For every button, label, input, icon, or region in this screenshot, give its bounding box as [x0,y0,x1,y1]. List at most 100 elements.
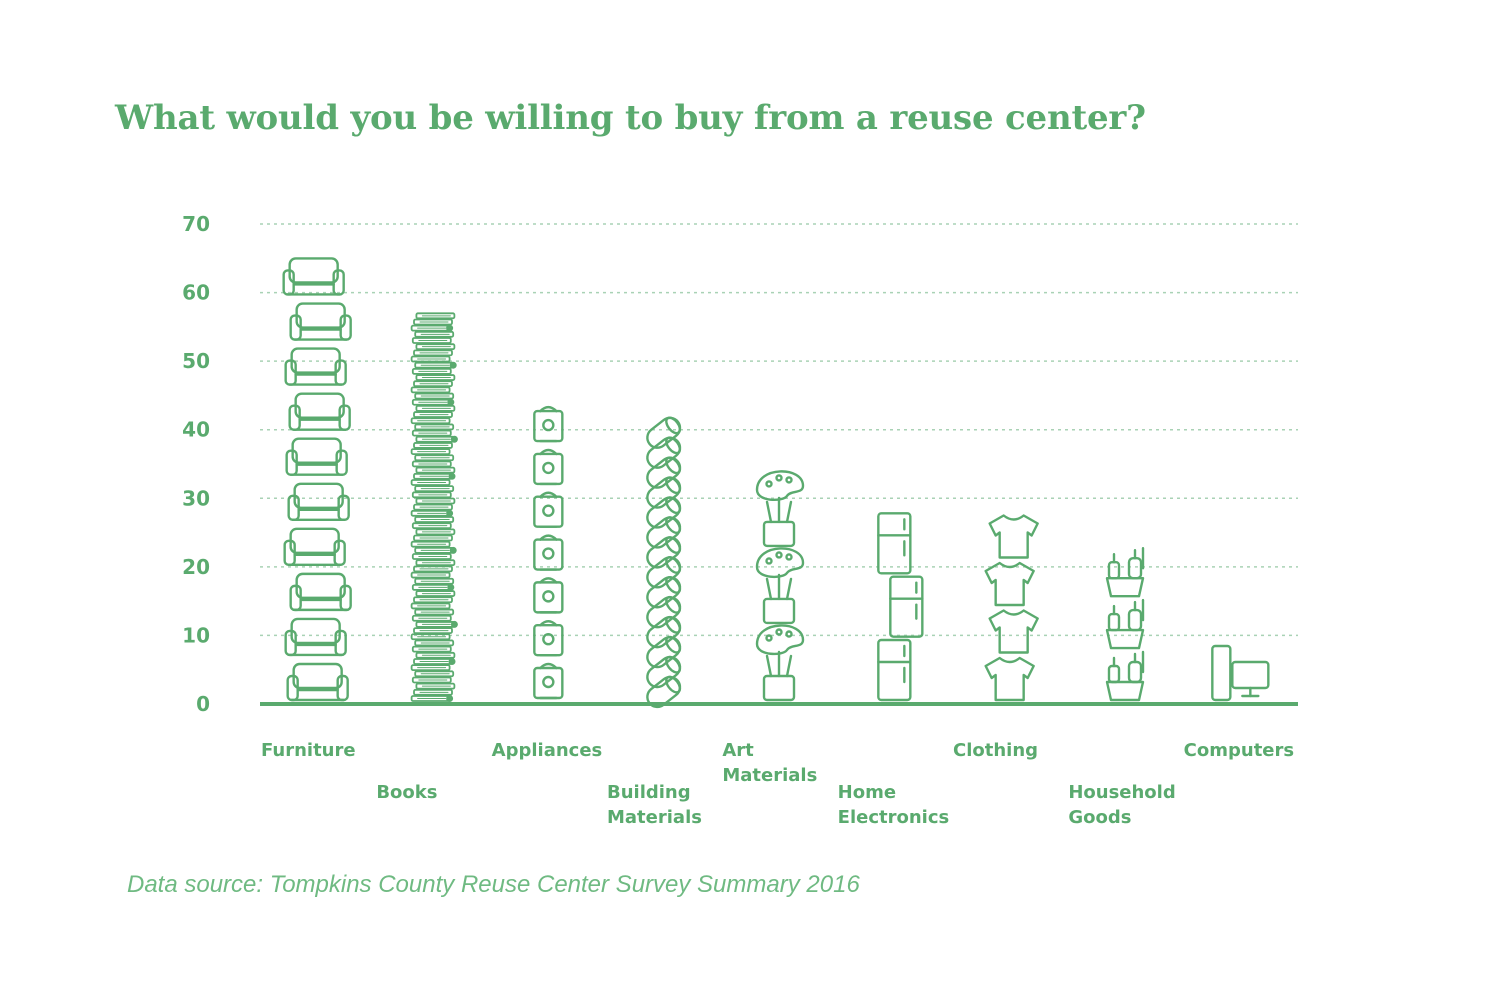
pipe-icon [646,595,682,629]
book-icon [411,429,452,437]
book-icon [415,620,458,628]
book-icon [410,664,451,672]
pipe-icon [646,575,682,609]
book-icon [410,448,451,456]
bar-clothing [984,514,1039,702]
category-label-line: Furniture [261,740,356,761]
book-icon [410,540,451,548]
data-source-note: Data source: Tompkins County Reuse Cente… [127,871,860,898]
book-icon [410,695,454,702]
pipe-icon [646,516,682,549]
sofa-icon [285,437,348,476]
book-icon [415,682,456,690]
category-label-line: Clothing [953,740,1038,761]
cleaning-supplies-icon [1105,598,1145,650]
book-icon [410,571,451,579]
book-icon [411,645,452,653]
book-icon [411,337,452,344]
sofa-icon [286,662,349,702]
y-tick-label: 40 [182,418,210,442]
category-label: Household Goods [1068,782,1175,828]
book-icon [413,534,453,542]
book-icon [410,417,451,425]
book-icon [413,349,453,357]
bar-building-materials [646,416,682,709]
pipe-icon [646,416,682,449]
category-label-line: Materials [722,765,817,786]
y-tick-label: 50 [182,349,210,373]
book-icon [414,423,455,431]
book-icon [414,454,455,462]
book-icon [415,312,456,320]
book-icon [413,318,453,326]
book-icon [414,516,455,523]
y-tick-label: 60 [182,281,210,305]
bar-appliances [533,405,564,700]
pipe-icon [646,536,682,569]
art-supplies-icon [755,547,805,625]
pipe-icon [646,476,682,509]
book-icon [415,466,456,474]
bar-home-electronics [877,512,924,702]
book-icon [415,343,456,351]
book-icon [411,583,455,591]
art-supplies-icon [755,470,805,548]
pipe-icon [646,456,682,489]
book-icon [414,392,455,400]
book-icon [411,676,452,684]
book-icon [413,472,456,480]
category-label-line: Household [1068,782,1175,803]
book-icon [415,528,456,536]
book-icon [413,411,453,418]
y-axis-ticks: 0 10 20 30 40 50 60 70 [182,212,210,716]
art-supplies-icon [755,624,805,702]
book-icon [411,491,452,499]
y-tick-label: 30 [182,486,210,510]
y-tick-label: 0 [196,692,210,716]
book-icon [415,435,458,443]
category-label-line: Art [722,740,754,761]
category-label: Art Materials [722,740,817,786]
book-icon [414,361,457,369]
book-icon [414,670,455,678]
category-label-line: Electronics [838,807,950,828]
book-icon [414,608,455,616]
book-icon [415,497,456,505]
book-icon [410,479,451,486]
book-icon [415,651,456,659]
cleaning-supplies-icon [1105,650,1145,702]
y-tick-label: 10 [182,623,210,647]
chart-title: What would you be willing to buy from a … [115,98,1146,138]
book-icon [411,614,452,622]
sofa-icon [284,617,347,657]
refrigerator-icon [889,575,924,638]
pipe-icon [646,496,682,529]
bar-art-materials [755,470,805,702]
bar-computers [1211,644,1270,702]
bar-furniture [282,257,352,702]
pipe-icon [646,556,682,589]
book-icon [411,398,455,406]
cleaning-supplies-icon [1105,546,1145,598]
tshirt-icon [988,514,1039,559]
category-label-line: Computers [1184,740,1294,761]
book-icon [413,503,453,511]
bar-books [410,312,458,702]
sofa-icon [283,527,346,567]
book-icon [413,380,453,388]
book-icon [410,324,454,332]
bar-household-goods [1105,546,1145,702]
sofa-icon [282,257,345,296]
book-icon [413,688,453,696]
appliance-icon [533,534,564,571]
book-icon [413,565,453,573]
icon-stacks [282,257,1270,709]
category-label-line: Building [607,782,691,803]
book-icon [411,367,452,375]
appliance-icon [533,662,564,700]
category-label: Building Materials [607,782,702,828]
computer-icon [1211,644,1270,702]
appliance-icon [533,405,564,443]
book-icon [411,553,452,560]
sofa-icon [287,482,350,521]
